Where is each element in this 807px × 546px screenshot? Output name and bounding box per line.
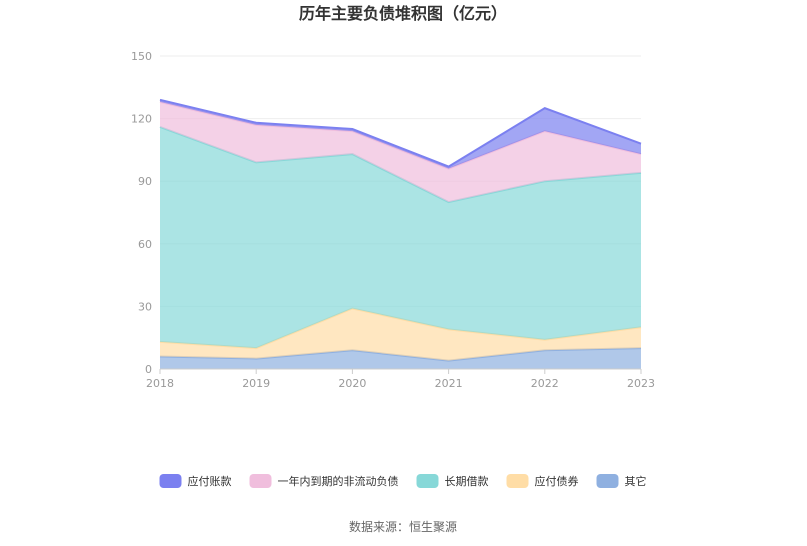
y-tick-label: 120 (131, 113, 152, 126)
areas (159, 98, 642, 369)
legend-label: 应付债券 (535, 474, 579, 488)
legend-swatch (506, 474, 529, 488)
y-tick-label: 150 (131, 50, 152, 63)
legend-swatch (159, 474, 182, 488)
axes: 0 30 60 90 120 150 2018 2019 2020 2021 2022 2023 (131, 50, 655, 390)
y-tick-label: 90 (138, 175, 152, 188)
x-tick-label: 2023 (627, 377, 655, 390)
y-tick-label: 0 (145, 363, 152, 376)
x-tick-label: 2021 (435, 377, 463, 390)
source-note: 数据来源：恒生聚源 (349, 519, 457, 534)
legend-swatch (249, 474, 272, 488)
legend-item[interactable]: 长期借款 (416, 474, 489, 488)
x-tick-label: 2018 (146, 377, 174, 390)
legend: 应付账款 一年内到期的非流动负债 长期借款 应付债券 其它 (159, 474, 647, 488)
legend-swatch (416, 474, 439, 488)
area-series-2 (160, 126, 641, 349)
x-tick-label: 2020 (338, 377, 366, 390)
chart-title: 历年主要负债堆积图（亿元） (299, 4, 507, 23)
legend-swatch (596, 474, 619, 488)
legend-item[interactable]: 应付债券 (506, 474, 579, 488)
legend-label: 其它 (625, 474, 647, 488)
legend-item[interactable]: 其它 (596, 474, 647, 488)
legend-item[interactable]: 应付账款 (159, 474, 232, 488)
y-tick-label: 30 (138, 300, 152, 313)
legend-label: 长期借款 (445, 474, 489, 488)
area-series-line-4 (159, 98, 642, 168)
legend-item[interactable]: 一年内到期的非流动负债 (249, 474, 399, 488)
x-tick-label: 2022 (531, 377, 559, 390)
area-series-1 (160, 308, 641, 361)
legend-label: 一年内到期的非流动负债 (278, 474, 399, 488)
x-tick-label: 2019 (242, 377, 270, 390)
legend-label: 应付账款 (188, 474, 232, 488)
y-tick-label: 60 (138, 238, 152, 251)
